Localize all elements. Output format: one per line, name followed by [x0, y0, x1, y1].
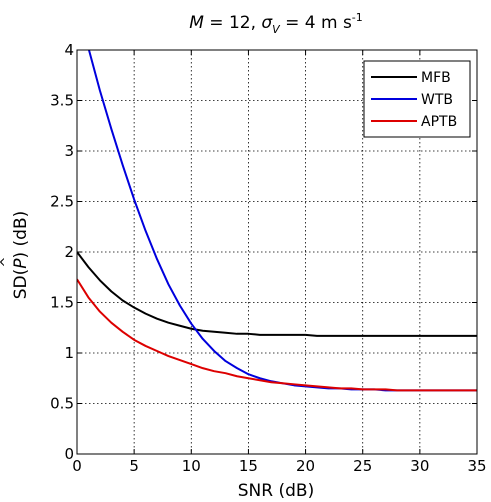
- x-tick-label: 15: [239, 457, 258, 475]
- series-line-mfb: [77, 251, 477, 337]
- y-axis-label: SD(P) (dB): [11, 211, 31, 300]
- x-tick-label: 0: [72, 457, 82, 475]
- y-tick-label: 1: [64, 344, 74, 362]
- legend-label-mfb: MFB: [421, 70, 451, 86]
- y-label-symbol: P: [11, 258, 31, 269]
- plot-frame: [76, 49, 478, 455]
- y-tick-label: 0.5: [50, 395, 74, 413]
- y-tick-label: 2: [64, 243, 74, 261]
- series-lines: [77, 50, 477, 392]
- x-axis-label: SNR (dB): [238, 481, 314, 501]
- chart-title: M = 12, σV = 4 m s-1: [189, 11, 363, 36]
- x-tick-label: 35: [467, 457, 486, 475]
- y-label-hat: ^: [0, 257, 14, 268]
- legend-label-wtb: WTB: [421, 92, 453, 108]
- legend-label-aptb: APTB: [421, 114, 457, 130]
- x-tick-label: 25: [353, 457, 372, 475]
- title-sigma-sub: V: [272, 23, 281, 36]
- title-exponent: -1: [352, 11, 363, 24]
- series-line-aptb: [77, 278, 477, 392]
- y-tick-label: 4: [64, 41, 74, 59]
- x-tick-label: 30: [410, 457, 429, 475]
- y-axis-label-group: SD(P) (dB): [11, 211, 31, 300]
- grid: [77, 50, 477, 454]
- y-label-suffix: ) (dB): [11, 211, 31, 259]
- y-tick-label: 0: [64, 445, 74, 463]
- ticks: 0 5 10 15 20 25 30 35 0 0.5 1 1.5 2 2.5 3 3.5 4: [50, 41, 486, 475]
- y-tick-label: 3.5: [50, 92, 74, 110]
- x-tick-label: 10: [182, 457, 201, 475]
- y-tick-label: 2.5: [50, 193, 74, 211]
- x-tick-label: 20: [296, 457, 315, 475]
- y-tick-label: 3: [64, 142, 74, 160]
- y-tick-label: 1.5: [50, 294, 74, 312]
- title-eq1: = 12,: [204, 13, 262, 33]
- y-label-prefix: SD(: [11, 269, 31, 300]
- title-sigma-symbol: σ: [261, 13, 273, 33]
- title-m-symbol: M: [189, 13, 204, 33]
- x-tick-label: 5: [129, 457, 139, 475]
- title-eq2: = 4 m s: [280, 13, 352, 33]
- legend: MFB WTB APTB: [363, 60, 471, 138]
